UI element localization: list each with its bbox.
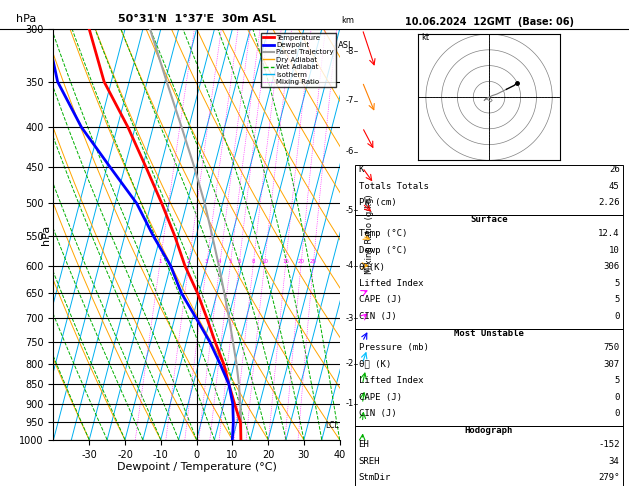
Text: 306: 306	[603, 262, 620, 272]
Text: 0: 0	[614, 409, 620, 418]
Text: Dewp (°C): Dewp (°C)	[359, 246, 407, 255]
Text: 0: 0	[614, 393, 620, 402]
Text: 5: 5	[614, 295, 620, 305]
Text: Mixing Ratio (g/kg): Mixing Ratio (g/kg)	[365, 195, 374, 274]
Text: Surface: Surface	[470, 215, 508, 224]
Text: -152: -152	[598, 440, 620, 450]
Text: 2.26: 2.26	[598, 198, 620, 208]
Text: hPa: hPa	[16, 14, 36, 24]
Text: CAPE (J): CAPE (J)	[359, 393, 401, 402]
Text: 50°31'N  1°37'E  30m ASL: 50°31'N 1°37'E 30m ASL	[118, 14, 276, 24]
Text: -5: -5	[345, 206, 354, 215]
Text: EH: EH	[359, 440, 369, 450]
Text: 4: 4	[218, 259, 221, 263]
Text: Hodograph: Hodograph	[465, 426, 513, 435]
Text: 12.4: 12.4	[598, 229, 620, 239]
Text: CAPE (J): CAPE (J)	[359, 295, 401, 305]
Text: 20: 20	[298, 259, 304, 263]
Text: 25: 25	[309, 259, 316, 263]
Text: 5: 5	[614, 279, 620, 288]
Text: CIN (J): CIN (J)	[359, 312, 396, 321]
Text: -3: -3	[345, 313, 354, 323]
Text: 15: 15	[282, 259, 289, 263]
Text: -4: -4	[345, 261, 354, 270]
Text: K: K	[359, 165, 364, 174]
Text: 45: 45	[609, 182, 620, 191]
Text: 5: 5	[614, 376, 620, 385]
Text: StmDir: StmDir	[359, 473, 391, 483]
Text: 10: 10	[261, 259, 268, 263]
Text: CIN (J): CIN (J)	[359, 409, 396, 418]
X-axis label: Dewpoint / Temperature (°C): Dewpoint / Temperature (°C)	[116, 462, 277, 472]
Text: θᴇ(K): θᴇ(K)	[359, 262, 386, 272]
Text: 5: 5	[228, 259, 232, 263]
Text: Lifted Index: Lifted Index	[359, 279, 423, 288]
Text: -1: -1	[345, 399, 354, 408]
Text: 3: 3	[205, 259, 208, 263]
Text: -8: -8	[345, 47, 354, 56]
Text: PW (cm): PW (cm)	[359, 198, 396, 208]
Text: 2: 2	[187, 259, 191, 263]
Text: km: km	[341, 16, 354, 25]
Text: 279°: 279°	[598, 473, 620, 483]
Text: 10.06.2024  12GMT  (Base: 06): 10.06.2024 12GMT (Base: 06)	[404, 17, 574, 27]
Text: 307: 307	[603, 360, 620, 369]
Text: 1: 1	[158, 259, 162, 263]
Text: 750: 750	[603, 343, 620, 352]
Text: Most Unstable: Most Unstable	[454, 329, 524, 338]
Text: Pressure (mb): Pressure (mb)	[359, 343, 428, 352]
Text: -7: -7	[345, 96, 354, 105]
Text: -6: -6	[345, 147, 354, 156]
Text: Temp (°C): Temp (°C)	[359, 229, 407, 239]
Text: LCL: LCL	[325, 421, 338, 431]
Legend: Temperature, Dewpoint, Parcel Trajectory, Dry Adiabat, Wet Adiabat, Isotherm, Mi: Temperature, Dewpoint, Parcel Trajectory…	[261, 33, 336, 87]
Text: -2: -2	[345, 359, 354, 368]
Text: Totals Totals: Totals Totals	[359, 182, 428, 191]
Text: kt: kt	[421, 34, 429, 42]
Text: 26: 26	[609, 165, 620, 174]
Text: SREH: SREH	[359, 457, 380, 466]
Text: 10: 10	[609, 246, 620, 255]
Text: θᴇ (K): θᴇ (K)	[359, 360, 391, 369]
Text: Lifted Index: Lifted Index	[359, 376, 423, 385]
Text: 34: 34	[609, 457, 620, 466]
Y-axis label: hPa: hPa	[41, 225, 51, 244]
Text: 6: 6	[237, 259, 241, 263]
Text: 8: 8	[252, 259, 255, 263]
Text: ASL: ASL	[338, 41, 354, 51]
Text: 0: 0	[614, 312, 620, 321]
